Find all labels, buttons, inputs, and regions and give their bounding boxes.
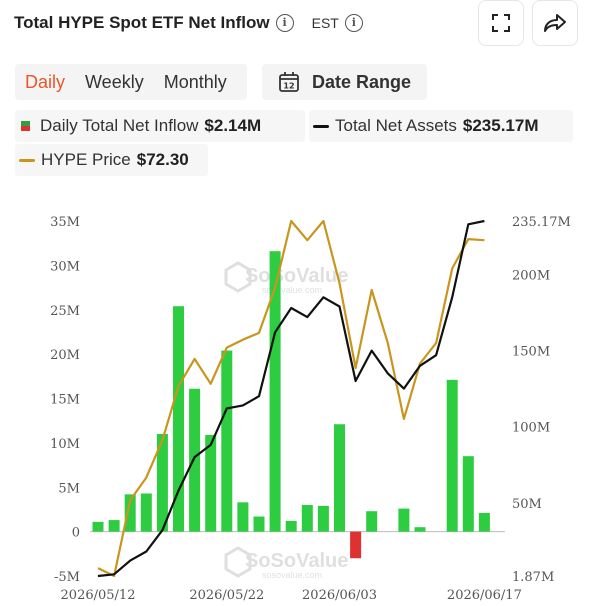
inflow-bar — [173, 306, 184, 532]
right-tick-label: 100M — [512, 421, 550, 436]
page-title: Total HYPE Spot ETF Net Inflow — [14, 13, 270, 32]
inflow-bar — [350, 531, 362, 559]
tab-weekly[interactable]: Weekly — [85, 71, 144, 92]
right-tick-label: 50M — [512, 497, 542, 512]
inflow-bar — [462, 456, 474, 532]
left-tick-label: 30M — [50, 259, 80, 274]
inflow-bar — [237, 502, 249, 532]
watermark-name: SoSoValue — [245, 265, 348, 287]
assets-line — [97, 219, 485, 578]
left-tick-label: 15M — [50, 393, 80, 408]
watermark-logo-icon — [224, 261, 252, 293]
inflow-bar — [478, 512, 490, 532]
inflow-bar — [301, 505, 313, 532]
inflow-bar — [108, 520, 120, 532]
expand-icon — [492, 14, 510, 32]
legend-inflow[interactable]: Daily Total Net Inflow $2.14M — [15, 110, 305, 142]
right-tick-label: 200M — [512, 269, 550, 284]
watermark-site: sosovalue.com — [262, 285, 322, 295]
x-tick-label: 2026/06/03 — [302, 588, 377, 603]
legend-assets-value: $235.17M — [462, 116, 539, 135]
inflow-bar — [334, 424, 345, 532]
fullscreen-button[interactable] — [478, 0, 524, 46]
timezone-label: EST — [311, 15, 339, 31]
timezone-info-icon[interactable]: i — [344, 14, 363, 32]
inflow-bar — [253, 516, 265, 532]
date-range-button[interactable]: 12 Date Range — [262, 64, 427, 100]
assets-swatch — [313, 124, 329, 128]
inflow-bar — [156, 434, 168, 532]
info-icon[interactable]: i — [275, 14, 294, 32]
left-tick-label: -5M — [54, 570, 80, 585]
left-tick-label: 35M — [50, 215, 80, 230]
x-tick-label: 2026/06/17 — [447, 588, 522, 603]
inflow-bar — [414, 527, 426, 532]
inflow-bar — [189, 388, 201, 532]
legend-assets-label: Total Net Assets — [335, 116, 457, 135]
right-tick-label: 235.17M — [512, 215, 571, 230]
left-tick-label: 0 — [72, 526, 80, 541]
x-tick-label: 2026/05/22 — [189, 588, 264, 603]
share-button[interactable] — [532, 0, 578, 46]
legend-inflow-value: $2.14M — [204, 116, 262, 135]
inflow-bar — [140, 493, 152, 532]
left-tick-label: 20M — [50, 348, 80, 363]
inflow-bar — [221, 350, 233, 532]
right-tick-label: 1.87M — [512, 570, 554, 585]
calendar-day: 12 — [283, 82, 294, 91]
share-arrow-icon — [544, 14, 566, 32]
price-swatch — [19, 158, 35, 162]
watermark-name: SoSoValue — [245, 550, 348, 572]
legend-price[interactable]: HYPE Price $72.30 — [15, 144, 208, 176]
inflow-bar — [446, 379, 458, 532]
inflow-bar — [366, 511, 378, 532]
legend-price-value: $72.30 — [136, 150, 189, 169]
left-tick-label: 25M — [50, 304, 80, 319]
left-tick-label: 5M — [58, 481, 80, 496]
x-tick-label: 2026/05/12 — [61, 588, 136, 603]
tab-monthly[interactable]: Monthly — [163, 71, 227, 92]
chart-title-row: Total HYPE Spot ETF Net Inflow i EST i — [14, 13, 363, 33]
legend-assets[interactable]: Total Net Assets $235.17M — [309, 110, 573, 142]
watermark-site: sosovalue.com — [262, 570, 322, 580]
inflow-bar — [317, 505, 329, 532]
price-line — [97, 219, 485, 578]
inflow-bar — [205, 434, 217, 532]
inflow-bar — [285, 520, 297, 532]
date-range-label: Date Range — [312, 71, 412, 92]
legend-inflow-label: Daily Total Net Inflow — [40, 116, 199, 135]
watermark-logo-icon — [224, 546, 252, 578]
inflow-bar — [269, 251, 281, 532]
inflow-bar — [92, 521, 104, 532]
period-tabs: Daily Weekly Monthly — [15, 64, 247, 100]
legend-price-label: HYPE Price — [41, 150, 131, 169]
calendar-icon: 12 — [279, 72, 299, 92]
tab-daily[interactable]: Daily — [25, 71, 66, 92]
left-tick-label: 10M — [50, 437, 80, 452]
right-tick-label: 150M — [512, 345, 550, 360]
inflow-bar — [398, 508, 410, 532]
inflow-bar — [124, 494, 136, 532]
inflow-swatch — [21, 121, 30, 131]
